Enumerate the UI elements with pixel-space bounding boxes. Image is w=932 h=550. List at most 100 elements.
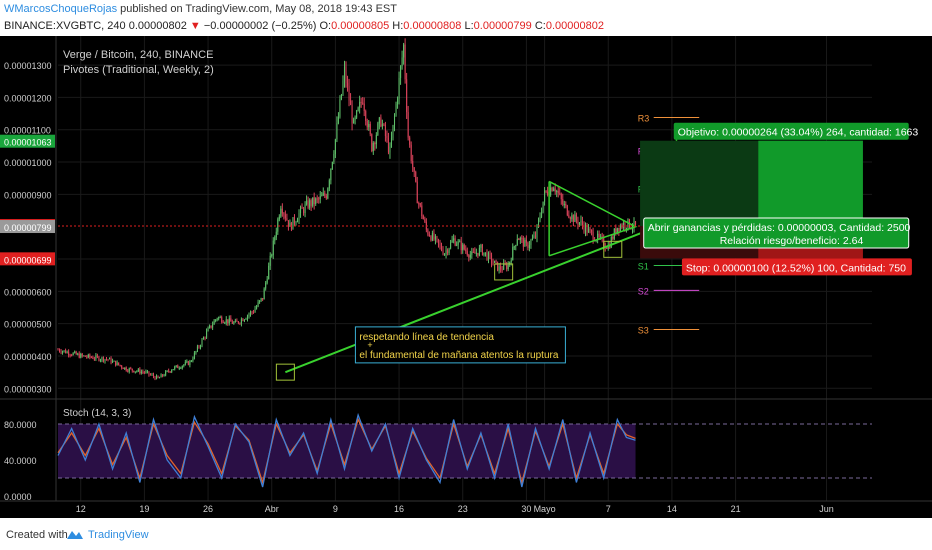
candle-up xyxy=(112,360,114,363)
candle-down xyxy=(287,220,289,227)
stop-label: Stop: 0.00000100 (12.52%) 100, Cantidad:… xyxy=(686,262,906,274)
close-value: 0.00000802 xyxy=(545,20,604,32)
candle-down xyxy=(525,239,527,243)
candle-down xyxy=(612,236,614,239)
candle-up xyxy=(516,238,518,246)
candle-up xyxy=(359,101,361,108)
candle-up xyxy=(556,190,558,192)
candle-down xyxy=(422,216,424,220)
candle-up xyxy=(245,318,247,320)
candle-down xyxy=(102,357,105,362)
candle-up xyxy=(403,44,405,58)
candle-up xyxy=(234,320,236,323)
candle-up xyxy=(146,371,148,373)
publish-info: published on TradingView.com, May 08, 20… xyxy=(120,3,397,15)
price-tick-label: 0.00001200 xyxy=(4,93,52,103)
candle-down xyxy=(251,311,253,313)
close-label: C: xyxy=(534,20,546,32)
candle-down xyxy=(592,231,594,241)
candle-up xyxy=(580,220,582,223)
candle-up xyxy=(536,225,538,238)
candle-down xyxy=(527,242,529,248)
candle-up xyxy=(163,375,165,377)
candle-up xyxy=(265,282,267,289)
high-label: H: xyxy=(392,20,404,32)
candle-up xyxy=(451,240,453,243)
price-tag-label: 0.00000799 xyxy=(4,223,52,233)
candles xyxy=(57,38,637,381)
candle-down xyxy=(481,244,483,255)
candle-down xyxy=(415,171,417,182)
candle-down xyxy=(90,357,92,359)
candle-up xyxy=(274,237,276,241)
candle-up xyxy=(494,260,496,263)
candle-up xyxy=(295,222,297,224)
candle-down xyxy=(96,355,98,357)
candle-up xyxy=(541,212,543,217)
candle-down xyxy=(407,112,409,138)
candle-up xyxy=(201,339,203,346)
tradingview-brand[interactable]: TradingView xyxy=(88,529,149,541)
candle-down xyxy=(92,357,94,359)
candle-down xyxy=(440,245,443,251)
price-tick-label: 0.00000400 xyxy=(4,352,52,362)
candle-down xyxy=(222,322,224,324)
candle-down xyxy=(253,312,255,314)
candle-up xyxy=(109,358,111,360)
candle-down xyxy=(149,374,151,376)
candle-up xyxy=(392,125,394,139)
author-link[interactable]: WMarcosChoqueRojas xyxy=(4,3,118,15)
candle-down xyxy=(412,160,414,168)
candle-up xyxy=(240,319,242,324)
candle-down xyxy=(591,230,593,232)
candle-up xyxy=(398,77,400,99)
candle-down xyxy=(365,111,367,121)
candle-down xyxy=(460,241,462,251)
indicator-label: Pivotes (Traditional, Weekly, 2) xyxy=(63,64,214,76)
low-label: L: xyxy=(464,20,474,32)
candle-down xyxy=(283,213,285,215)
stoch-tick-label: 40.0000 xyxy=(4,456,37,466)
candle-up xyxy=(216,318,218,320)
candle-up xyxy=(515,245,517,247)
candle-down xyxy=(362,102,364,104)
candle-down xyxy=(547,191,549,195)
candle-down xyxy=(325,195,327,199)
candle-down xyxy=(169,371,171,373)
candle-down xyxy=(230,318,232,322)
candle-up xyxy=(331,161,333,169)
candle-up xyxy=(193,352,195,359)
price-tag-bg xyxy=(0,134,55,148)
candle-down xyxy=(369,124,371,135)
candle-down xyxy=(572,215,574,223)
candle-up xyxy=(434,236,436,240)
candle-up xyxy=(448,248,450,253)
price-chart[interactable]: 80.000040.00000.0000 R3R2R1S1S2S3Objetiv… xyxy=(0,36,932,518)
candle-up xyxy=(272,240,274,256)
candle-up xyxy=(137,369,139,372)
candle-down xyxy=(635,221,637,225)
created-with: Created with xyxy=(6,529,68,541)
candle-up xyxy=(300,207,302,214)
candle-down xyxy=(437,239,440,244)
candle-down xyxy=(490,255,493,263)
candle-down xyxy=(554,188,556,192)
candle-down xyxy=(589,228,591,231)
candle-up xyxy=(381,124,383,127)
candle-down xyxy=(583,225,585,232)
candle-up xyxy=(600,236,602,238)
candle-up xyxy=(309,200,311,208)
candle-up xyxy=(159,377,161,379)
price-axis[interactable]: 0.00001300 0.00001200 0.00001100 0.00001000… xyxy=(0,61,55,394)
time-axis[interactable]: 12 19 26 Abr 9 16 23 30 Mayo 7 14 21 Jun xyxy=(76,504,834,514)
candle-down xyxy=(474,251,476,254)
candle-up xyxy=(471,251,473,255)
candle-down xyxy=(387,137,389,153)
candle-down xyxy=(351,105,353,124)
stochastic-panel[interactable]: 80.0000 40.0000 0.0000 xyxy=(4,412,872,502)
candle-up xyxy=(63,350,65,352)
symbol-label: BINANCE:XVGBTC, 240 xyxy=(4,20,126,32)
candle-up xyxy=(395,103,397,116)
candle-down xyxy=(148,371,150,375)
annotation-box xyxy=(354,326,566,364)
